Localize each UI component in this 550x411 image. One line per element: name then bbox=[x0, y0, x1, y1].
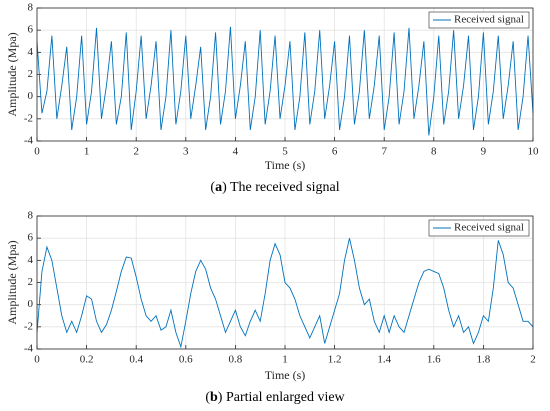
signal-line bbox=[36, 238, 534, 349]
x-tick-label: 0.2 bbox=[80, 354, 94, 366]
x-tick-label: 10 bbox=[528, 146, 540, 158]
y-axis-label: Amplitude (Mpa) bbox=[5, 240, 19, 324]
x-tick-label: 0.4 bbox=[129, 354, 143, 366]
x-tick-label: 2 bbox=[133, 146, 139, 158]
x-tick-label: 6 bbox=[332, 146, 338, 158]
signal-line bbox=[36, 26, 534, 136]
y-tick-label: -4 bbox=[24, 135, 34, 147]
x-tick-label: 0.6 bbox=[179, 354, 193, 366]
caption-part: ) The received signal bbox=[222, 180, 340, 195]
caption-part: ) Partial enlarged view bbox=[218, 390, 346, 405]
x-tick-label: 0.8 bbox=[229, 354, 243, 366]
y-tick-label: 8 bbox=[28, 2, 34, 14]
y-tick-label: 2 bbox=[28, 68, 34, 80]
legend-box bbox=[428, 219, 530, 237]
caption-part: ( bbox=[210, 180, 215, 195]
y-tick-label: 6 bbox=[28, 24, 34, 36]
y-tick-label: 2 bbox=[28, 276, 34, 288]
x-tick-label: 1.2 bbox=[328, 354, 342, 366]
x-tick-label: 3 bbox=[183, 146, 189, 158]
y-axis-label: Amplitude (Mpa) bbox=[5, 32, 19, 116]
x-tick-label: 2 bbox=[530, 354, 536, 366]
caption-part: ( bbox=[205, 390, 210, 405]
legend-box bbox=[428, 11, 530, 29]
x-tick-label: 1 bbox=[84, 146, 90, 158]
y-tick-label: -2 bbox=[24, 320, 33, 332]
y-tick-label: 8 bbox=[28, 210, 34, 222]
y-tick-label: -2 bbox=[24, 112, 33, 124]
x-axis-label: Time (s) bbox=[265, 368, 306, 382]
x-tick-label: 1.4 bbox=[377, 354, 391, 366]
x-axis-label: Time (s) bbox=[265, 158, 306, 172]
caption: (b) Partial enlarged view bbox=[205, 390, 345, 405]
caption: (a) The received signal bbox=[210, 180, 339, 195]
legend-label: Received signal bbox=[454, 222, 524, 234]
plot-frame bbox=[36, 7, 534, 142]
y-tick-label: 4 bbox=[28, 46, 34, 58]
caption-part: a bbox=[215, 180, 222, 195]
y-tick-label: 6 bbox=[28, 232, 34, 244]
caption-part: b bbox=[210, 390, 218, 405]
x-tick-label: 0 bbox=[34, 354, 40, 366]
y-tick-label: 0 bbox=[28, 90, 34, 102]
legend-label: Received signal bbox=[454, 14, 524, 26]
plot-frame bbox=[36, 215, 534, 350]
x-tick-label: 1 bbox=[282, 354, 288, 366]
x-tick-label: 0 bbox=[34, 146, 40, 158]
x-tick-label: 1.6 bbox=[427, 354, 441, 366]
y-tick-label: 0 bbox=[28, 298, 34, 310]
x-tick-label: 5 bbox=[282, 146, 288, 158]
x-tick-label: 8 bbox=[431, 146, 437, 158]
x-tick-label: 1.8 bbox=[477, 354, 491, 366]
y-tick-label: 4 bbox=[28, 254, 34, 266]
x-tick-label: 4 bbox=[233, 146, 239, 158]
x-tick-label: 9 bbox=[481, 146, 487, 158]
x-tick-label: 7 bbox=[381, 146, 387, 158]
y-tick-label: -4 bbox=[24, 343, 34, 355]
